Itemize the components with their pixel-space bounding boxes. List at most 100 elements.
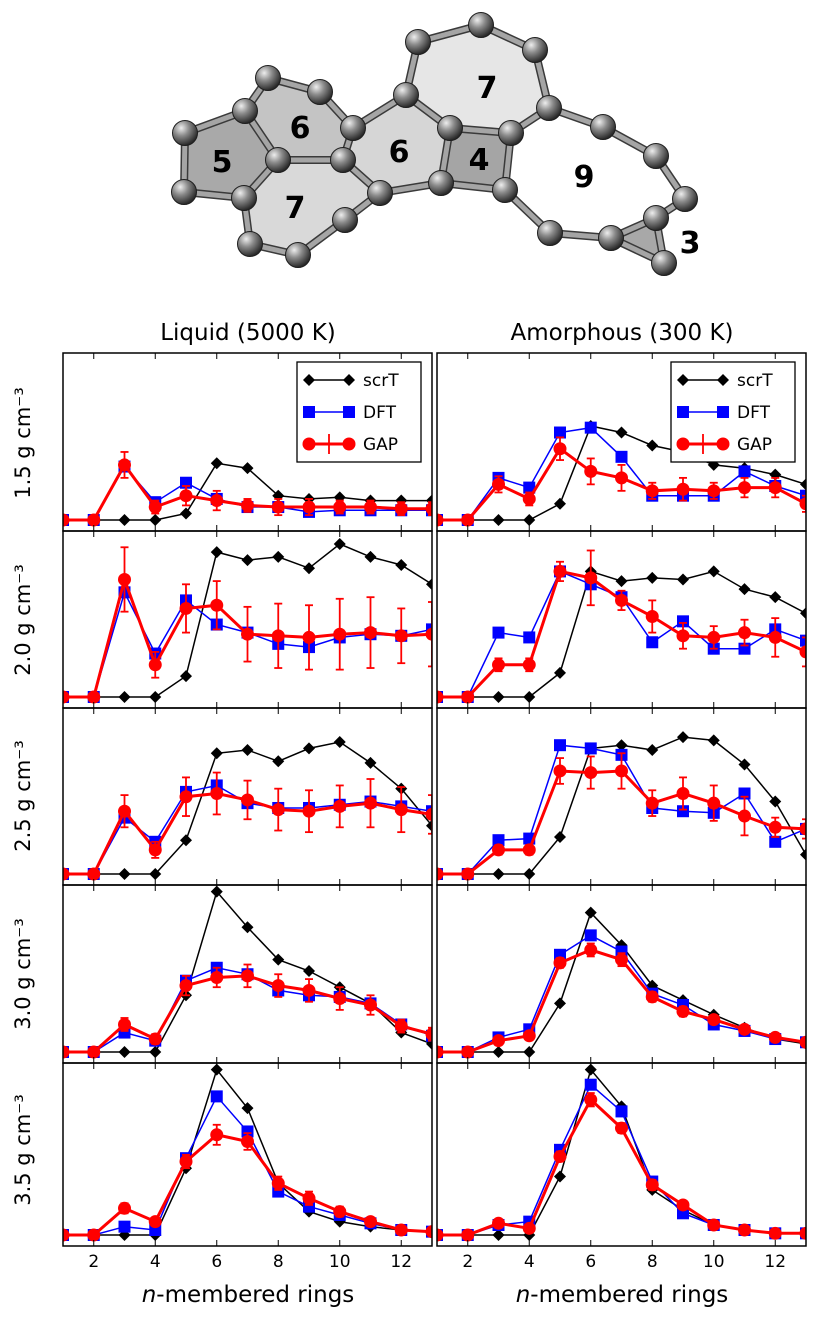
carbon-atom-11 — [468, 12, 494, 38]
point-scrt-n13 — [426, 819, 432, 832]
point-scrt-n3 — [492, 691, 505, 703]
point-gap-n9 — [302, 500, 316, 514]
ring-face-2 — [244, 160, 380, 255]
series-line-scrt — [437, 1068, 806, 1236]
point-gap-n11 — [738, 809, 751, 823]
point-gap-n9 — [676, 1005, 690, 1018]
carbon-atom-8 — [340, 115, 366, 141]
panel-frame — [436, 530, 807, 709]
point-gap-n6 — [584, 1093, 598, 1107]
panel-liquid-3 — [62, 884, 433, 1064]
point-gap-n12 — [768, 1226, 782, 1240]
series-gap — [437, 752, 806, 881]
xlabel-amorphous: n-membered rings — [516, 1282, 729, 1308]
carbon-atom-9 — [393, 82, 419, 108]
panel-frame — [436, 707, 807, 886]
point-scrt-n3 — [118, 1046, 131, 1058]
point-scrt-n5 — [554, 830, 566, 843]
point-scrt-n11 — [738, 583, 751, 596]
point-scrt-n7 — [241, 462, 254, 475]
point-scrt-n4 — [523, 1046, 536, 1058]
series-gap — [63, 1123, 432, 1242]
point-scrt-n8 — [272, 953, 285, 966]
point-gap-n9 — [676, 482, 690, 496]
series-gap — [437, 1092, 806, 1242]
point-gap-n4 — [148, 658, 162, 672]
point-scrt-n12 — [769, 591, 782, 604]
point-gap-n4 — [522, 658, 536, 672]
point-scrt-n5 — [554, 497, 566, 510]
point-scrt-n13 — [800, 607, 806, 620]
series-gap — [437, 549, 806, 704]
legend-marker-scrt — [303, 374, 315, 386]
point-dft-n12 — [769, 835, 782, 848]
point-gap-n7 — [241, 793, 254, 807]
point-scrt-n4 — [523, 514, 536, 526]
ring-label-4: 4 — [469, 143, 490, 178]
x-tick-label: 10 — [703, 1252, 725, 1272]
x-tick-label: 2 — [462, 1252, 473, 1272]
point-gap-n8 — [645, 796, 659, 810]
x-tick-label: 8 — [273, 1252, 284, 1272]
point-gap-n5 — [179, 790, 193, 804]
point-gap-n4 — [148, 1215, 162, 1229]
point-scrt-n5 — [180, 670, 192, 683]
point-gap-n8 — [271, 629, 285, 643]
point-dft-n7 — [241, 1125, 254, 1138]
legend-marker-dft — [677, 406, 689, 418]
point-gap-n2 — [87, 1228, 101, 1242]
point-scrt-n8 — [272, 550, 285, 563]
point-dft-n9 — [677, 615, 689, 628]
carbon-atom-10 — [405, 29, 431, 55]
point-gap-n10 — [707, 1013, 721, 1027]
legend-marker-dft — [303, 406, 315, 418]
point-gap-n1 — [63, 867, 70, 881]
point-gap-n6 — [210, 1128, 224, 1142]
point-gap-n11 — [738, 481, 751, 495]
point-gap-n7 — [241, 969, 254, 983]
carbon-atom-18 — [367, 180, 393, 206]
point-dft-n6 — [210, 1090, 223, 1103]
carbon-atom-24 — [672, 186, 698, 212]
point-scrt-n7 — [615, 739, 628, 752]
panel-frame — [436, 884, 807, 1064]
legend-marker-gap — [676, 437, 690, 451]
point-gap-n6 — [210, 598, 224, 612]
point-dft-n6 — [584, 1078, 597, 1091]
point-scrt-n3 — [492, 868, 505, 880]
point-gap-n3 — [118, 458, 131, 472]
point-scrt-n7 — [615, 575, 628, 588]
point-gap-n12 — [394, 1019, 408, 1033]
x-tick-label: 8 — [647, 1252, 658, 1272]
point-dft-n4 — [523, 481, 536, 494]
point-scrt-n3 — [492, 1229, 505, 1241]
point-scrt-n6 — [210, 747, 223, 760]
point-gap-n2 — [461, 1228, 475, 1242]
series-scrt — [63, 457, 432, 526]
point-scrt-n7 — [241, 1102, 254, 1115]
point-gap-n2 — [87, 690, 101, 704]
carbon-atom-21 — [237, 231, 263, 257]
point-gap-n10 — [707, 630, 721, 644]
x-tick-label: 12 — [390, 1252, 412, 1272]
panel-plot-area — [63, 1063, 432, 1242]
ring-face-4 — [406, 25, 549, 133]
legend-marker-gap — [716, 437, 730, 451]
legend-liquid: scrT DFT GAP — [296, 361, 422, 463]
panel-amorphous-3 — [436, 884, 807, 1064]
panel-plot-area — [437, 1063, 806, 1242]
point-scrt-n10 — [707, 565, 720, 578]
series-line-gap — [437, 1097, 806, 1237]
point-gap-n2 — [87, 1045, 101, 1059]
series-scrt — [63, 1063, 432, 1241]
point-gap-n2 — [87, 867, 101, 881]
point-scrt-n5 — [180, 507, 192, 520]
point-gap-n13 — [799, 497, 806, 511]
point-scrt-n4 — [523, 691, 536, 703]
point-scrt-n9 — [677, 731, 689, 744]
carbon-atom-5 — [307, 79, 333, 105]
carbon-atom-12 — [522, 37, 548, 63]
panel-plot-area — [437, 549, 806, 704]
ring-label-6-left: 6 — [290, 111, 311, 146]
ring-label-7-left: 7 — [285, 191, 306, 226]
